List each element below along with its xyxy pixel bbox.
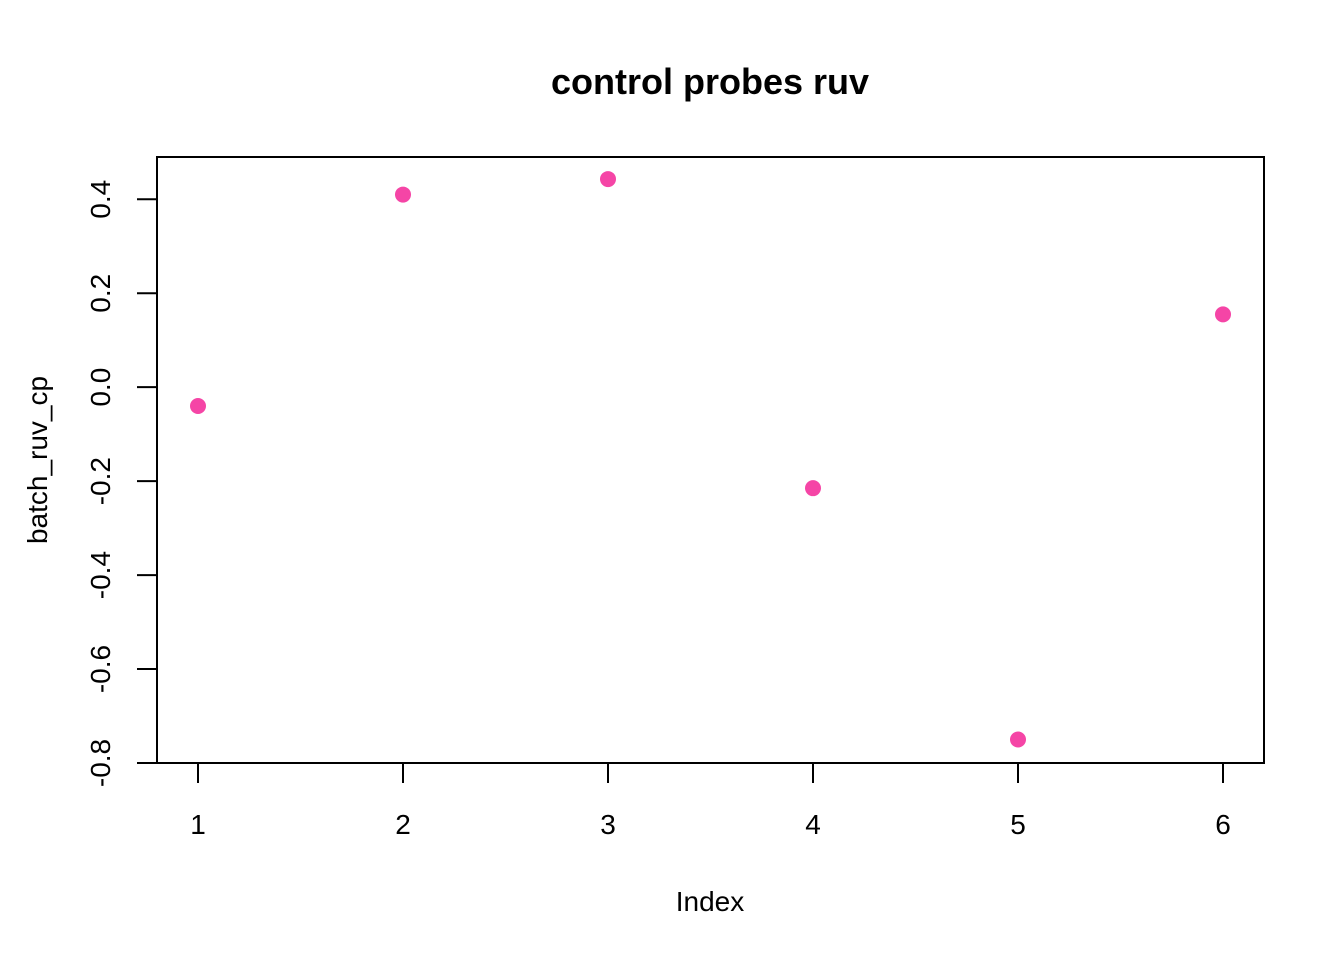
y-tick-label: 0.4 [85, 180, 116, 219]
y-tick-label: 0.0 [85, 368, 116, 407]
x-axis-label: Index [676, 886, 745, 917]
x-tick-label: 5 [1010, 809, 1026, 840]
y-axis-label: batch_ruv_cp [22, 376, 53, 544]
plot-frame [156, 156, 1265, 764]
y-tick-label: -0.2 [85, 457, 116, 505]
data-points [190, 171, 1231, 748]
chart-title: control probes ruv [551, 61, 869, 102]
x-tick-label: 2 [395, 809, 411, 840]
y-tick-label: 0.2 [85, 274, 116, 313]
x-tick-label: 4 [805, 809, 821, 840]
data-point [805, 480, 821, 497]
x-axis: 1 2 3 4 5 6 [190, 762, 1231, 840]
y-tick-label: -0.4 [85, 551, 116, 599]
data-point [600, 171, 616, 188]
y-axis: -0.8 -0.6 -0.4 -0.2 0.0 0.2 0.4 [85, 180, 158, 787]
data-point [1010, 731, 1026, 748]
data-point [1215, 306, 1231, 323]
x-tick-label: 6 [1215, 809, 1231, 840]
x-tick-label: 1 [190, 809, 206, 840]
y-tick-label: -0.6 [85, 645, 116, 693]
y-tick-label: -0.8 [85, 739, 116, 787]
data-point [190, 397, 206, 414]
x-tick-label: 3 [600, 809, 616, 840]
data-point [395, 186, 411, 203]
